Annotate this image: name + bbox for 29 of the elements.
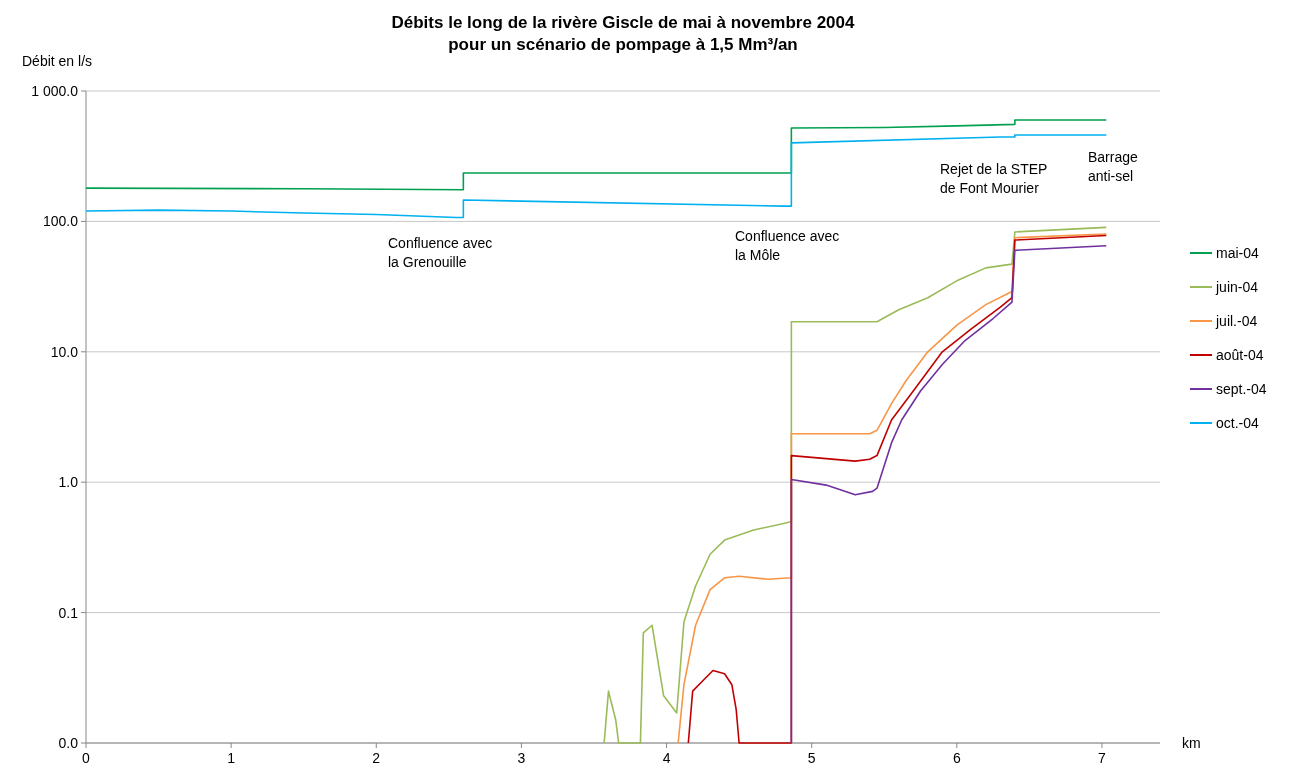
y-tick-label: 10.0 — [50, 343, 79, 360]
x-tick-label: 4 — [662, 750, 671, 766]
y-tick-label: 1 000.0 — [31, 82, 79, 99]
y-axis-title: Débit en l/s — [22, 53, 93, 69]
y-tick-label: 0.0 — [58, 734, 79, 751]
y-tick-label: 1.0 — [58, 474, 79, 491]
legend-label: mai-04 — [1216, 244, 1260, 261]
legend-label: sept.-04 — [1216, 380, 1267, 397]
x-tick-label: 7 — [1098, 750, 1107, 766]
x-tick-label: 0 — [82, 750, 91, 766]
annotation: Rejet de la STEP de Font Mourier — [940, 161, 1048, 196]
line-series — [790, 245, 1108, 744]
x-tick-label: 2 — [372, 750, 381, 766]
annotation: Confluence avec la Grenouille — [388, 235, 493, 270]
legend-label: juin-04 — [1215, 278, 1259, 295]
x-tick-label: 5 — [807, 750, 816, 766]
x-tick-label: 1 — [227, 750, 236, 766]
legend-label: juil.-04 — [1215, 312, 1258, 329]
x-tick-label: 3 — [517, 750, 526, 766]
x-axis-title: km — [1182, 735, 1201, 751]
annotation: Barrage anti-sel — [1088, 149, 1139, 184]
annotation: Confluence avec la Môle — [735, 228, 840, 263]
y-tick-label: 0.1 — [58, 604, 79, 621]
y-tick-label: 100.0 — [42, 213, 79, 230]
line-series — [603, 226, 1108, 744]
legend-label: août-04 — [1216, 346, 1264, 363]
legend-label: oct.-04 — [1216, 414, 1260, 431]
chart-title: Débits le long de la rivère Giscle de mai à novembre 2004 pour un scénario de pompage à 1,5 Mm³/an — [391, 13, 856, 54]
x-tick-label: 6 — [952, 750, 961, 766]
